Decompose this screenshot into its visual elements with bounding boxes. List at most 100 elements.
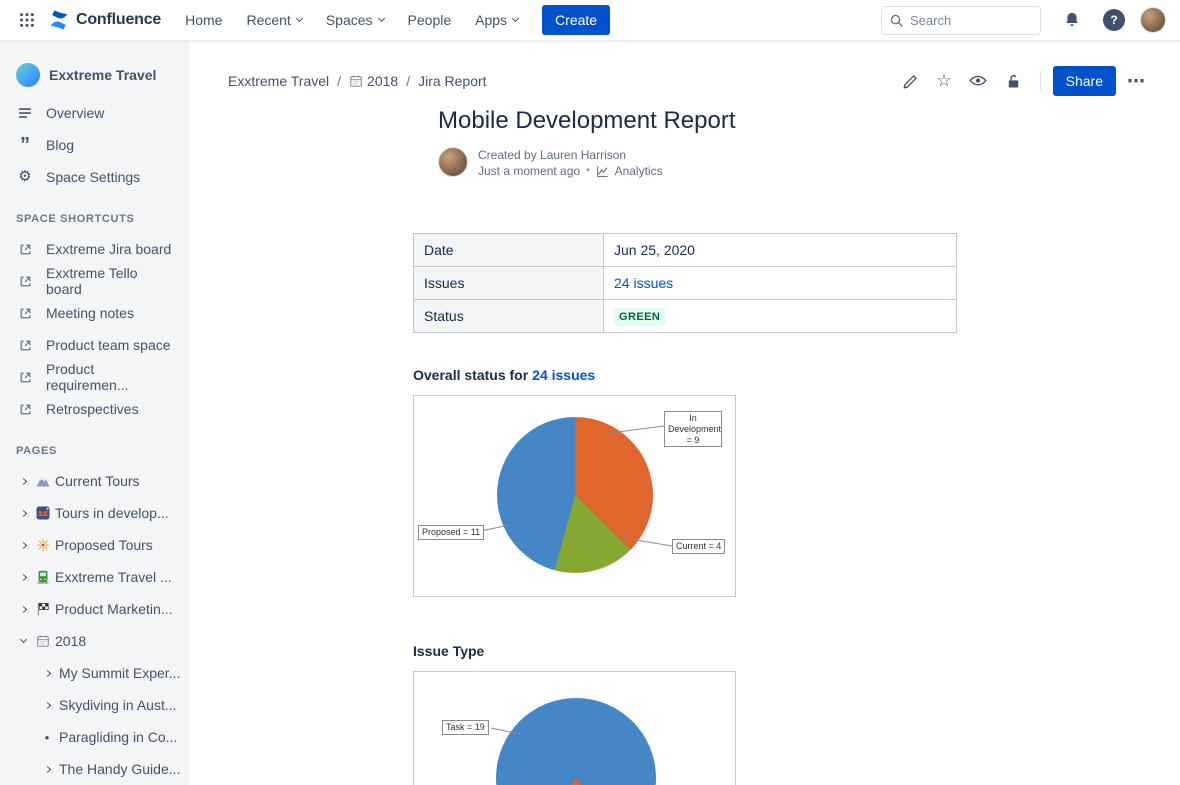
collapse-chevron-icon[interactable] xyxy=(16,635,30,644)
notifications-button[interactable] xyxy=(1056,4,1088,36)
user-avatar[interactable] xyxy=(1140,7,1166,33)
pie-issue-type xyxy=(496,698,656,785)
star-icon: ☆ xyxy=(936,71,952,90)
issue-type-heading: Issue Type xyxy=(413,643,485,659)
grid-icon xyxy=(18,11,36,29)
bullet-icon: • xyxy=(44,729,50,745)
search-input[interactable] xyxy=(881,5,1041,35)
more-button[interactable]: ⋯ xyxy=(1122,70,1150,92)
star-button[interactable]: ☆ xyxy=(931,68,956,94)
page-item-current-tours[interactable]: Current Tours xyxy=(0,465,190,497)
sidebar-item-overview[interactable]: Overview xyxy=(0,97,190,129)
nav-apps[interactable]: Apps xyxy=(465,4,528,36)
space-shortcuts-header: SPACE SHORTCUTS xyxy=(16,213,135,225)
issues-link[interactable]: 24 issues xyxy=(614,275,674,291)
expand-chevron-icon[interactable] xyxy=(40,701,54,709)
space-name: Exxtreme Travel xyxy=(49,67,157,83)
shortcut-meeting-notes[interactable]: Meeting notes xyxy=(0,297,190,329)
share-button[interactable]: Share xyxy=(1052,66,1116,96)
gear-icon: ⚙ xyxy=(18,168,32,185)
analytics-link[interactable]: Analytics xyxy=(614,164,663,178)
overall-status-heading: Overall status for 24 issues xyxy=(413,367,596,383)
expand-chevron-icon[interactable] xyxy=(16,509,30,517)
external-link-icon xyxy=(16,369,34,386)
edit-button[interactable] xyxy=(896,67,925,96)
help-button[interactable]: ? xyxy=(1103,9,1125,31)
calendar-icon xyxy=(35,634,50,648)
expand-chevron-icon[interactable] xyxy=(40,669,54,677)
expand-chevron-icon[interactable] xyxy=(16,573,30,581)
byline-author: Created by Lauren Harrison xyxy=(478,148,627,162)
space-header[interactable]: Exxtreme Travel xyxy=(0,59,190,97)
watch-button[interactable] xyxy=(963,66,993,96)
byline-time: Just a moment ago xyxy=(478,164,581,178)
expand-chevron-icon[interactable] xyxy=(16,605,30,613)
breadcrumb-jira-report-link[interactable]: Jira Report xyxy=(418,73,487,89)
pages-header: PAGES xyxy=(16,445,57,457)
nav-recent[interactable]: Recent xyxy=(236,4,311,36)
info-row-value: GREEN xyxy=(603,299,957,333)
page-actions: ☆ Share ⋯ xyxy=(896,66,1150,96)
page-item-exxtreme-travel[interactable]: Exxtreme Travel ... xyxy=(0,561,190,593)
expand-chevron-icon[interactable] xyxy=(40,765,54,773)
page-item-tours-in-development[interactable]: Tours in develop... xyxy=(0,497,190,529)
search-icon xyxy=(889,13,904,28)
author-avatar[interactable] xyxy=(438,147,468,177)
external-link-icon xyxy=(16,241,34,258)
sidebar-item-space-settings[interactable]: ⚙ Space Settings xyxy=(0,161,190,193)
page-item-paragliding[interactable]: • Paragliding in Co... xyxy=(0,721,190,753)
shortcut-exxtreme-tello-board[interactable]: Exxtreme Tello board xyxy=(0,265,190,297)
breadcrumb-separator xyxy=(406,73,410,89)
external-link-icon xyxy=(16,305,34,322)
create-button[interactable]: Create xyxy=(542,5,611,35)
shortcut-product-team-space[interactable]: Product team space xyxy=(0,329,190,361)
status-pie-chart: In Development = 9 Proposed = 11 Current… xyxy=(413,395,736,597)
shortcut-exxtreme-jira-board[interactable]: Exxtreme Jira board xyxy=(0,233,190,265)
mountain-icon xyxy=(35,474,50,488)
shortcut-retrospectives[interactable]: Retrospectives xyxy=(0,393,190,425)
question-mark-icon: ? xyxy=(1110,13,1118,27)
page-item-skydiving-in-australia[interactable]: Skydiving in Aust... xyxy=(0,689,190,721)
pie-label-proposed: Proposed = 11 xyxy=(418,525,485,540)
chevron-down-icon xyxy=(377,14,385,23)
nav-spaces[interactable]: Spaces xyxy=(316,4,394,36)
table-row: Issues 24 issues xyxy=(413,266,957,300)
page-item-2018[interactable]: 2018 xyxy=(0,625,190,657)
expand-chevron-icon[interactable] xyxy=(16,477,30,485)
info-table: Date Jun 25, 2020 Issues 24 issues Statu… xyxy=(413,233,957,333)
external-link-icon xyxy=(16,273,34,290)
chevron-down-icon xyxy=(295,14,303,23)
ellipsis-icon: ⋯ xyxy=(1127,71,1145,91)
page-item-product-marketing[interactable]: Product Marketin... xyxy=(0,593,190,625)
nav-people[interactable]: People xyxy=(407,12,452,28)
eye-icon xyxy=(968,71,988,91)
breadcrumb: Exxtreme Travel 2018 Jira Report xyxy=(228,73,487,89)
sidebar: Exxtreme Travel Overview ” Blog ⚙ Space … xyxy=(0,41,190,785)
quote-icon: ” xyxy=(20,134,30,156)
breadcrumb-space-link[interactable]: Exxtreme Travel xyxy=(228,73,330,89)
confluence-logo-icon xyxy=(48,9,70,31)
page-item-the-handy-guide[interactable]: The Handy Guide... xyxy=(0,753,190,785)
status-badge: GREEN xyxy=(614,307,666,326)
app-switcher-button[interactable] xyxy=(12,5,42,35)
nav-home[interactable]: Home xyxy=(185,12,223,28)
breadcrumb-2018-link[interactable]: 2018 xyxy=(349,73,398,89)
expand-chevron-icon[interactable] xyxy=(16,541,30,549)
page-item-my-summit-experience[interactable]: My Summit Exper... xyxy=(0,657,190,689)
confluence-logo[interactable]: Confluence xyxy=(46,9,171,31)
top-nav: Confluence Home Recent Spaces People App… xyxy=(0,0,1180,41)
table-row: Date Jun 25, 2020 xyxy=(413,233,957,267)
restrictions-button[interactable] xyxy=(999,67,1028,96)
overall-issues-link[interactable]: 24 issues xyxy=(532,367,596,383)
pie-label-task: Task = 19 xyxy=(442,720,489,735)
divider xyxy=(1039,71,1041,91)
external-link-icon xyxy=(16,401,34,418)
sidebar-item-blog[interactable]: ” Blog xyxy=(0,129,190,161)
page-item-proposed-tours[interactable]: Proposed Tours xyxy=(0,529,190,561)
shortcut-product-requirements[interactable]: Product requiremen... xyxy=(0,361,190,393)
info-row-value: Jun 25, 2020 xyxy=(603,233,957,267)
calendar-icon xyxy=(349,74,363,88)
app-name: Confluence xyxy=(76,11,162,28)
pie-label-in-development: In Development = 9 xyxy=(664,411,722,448)
unlock-icon xyxy=(1004,72,1023,91)
